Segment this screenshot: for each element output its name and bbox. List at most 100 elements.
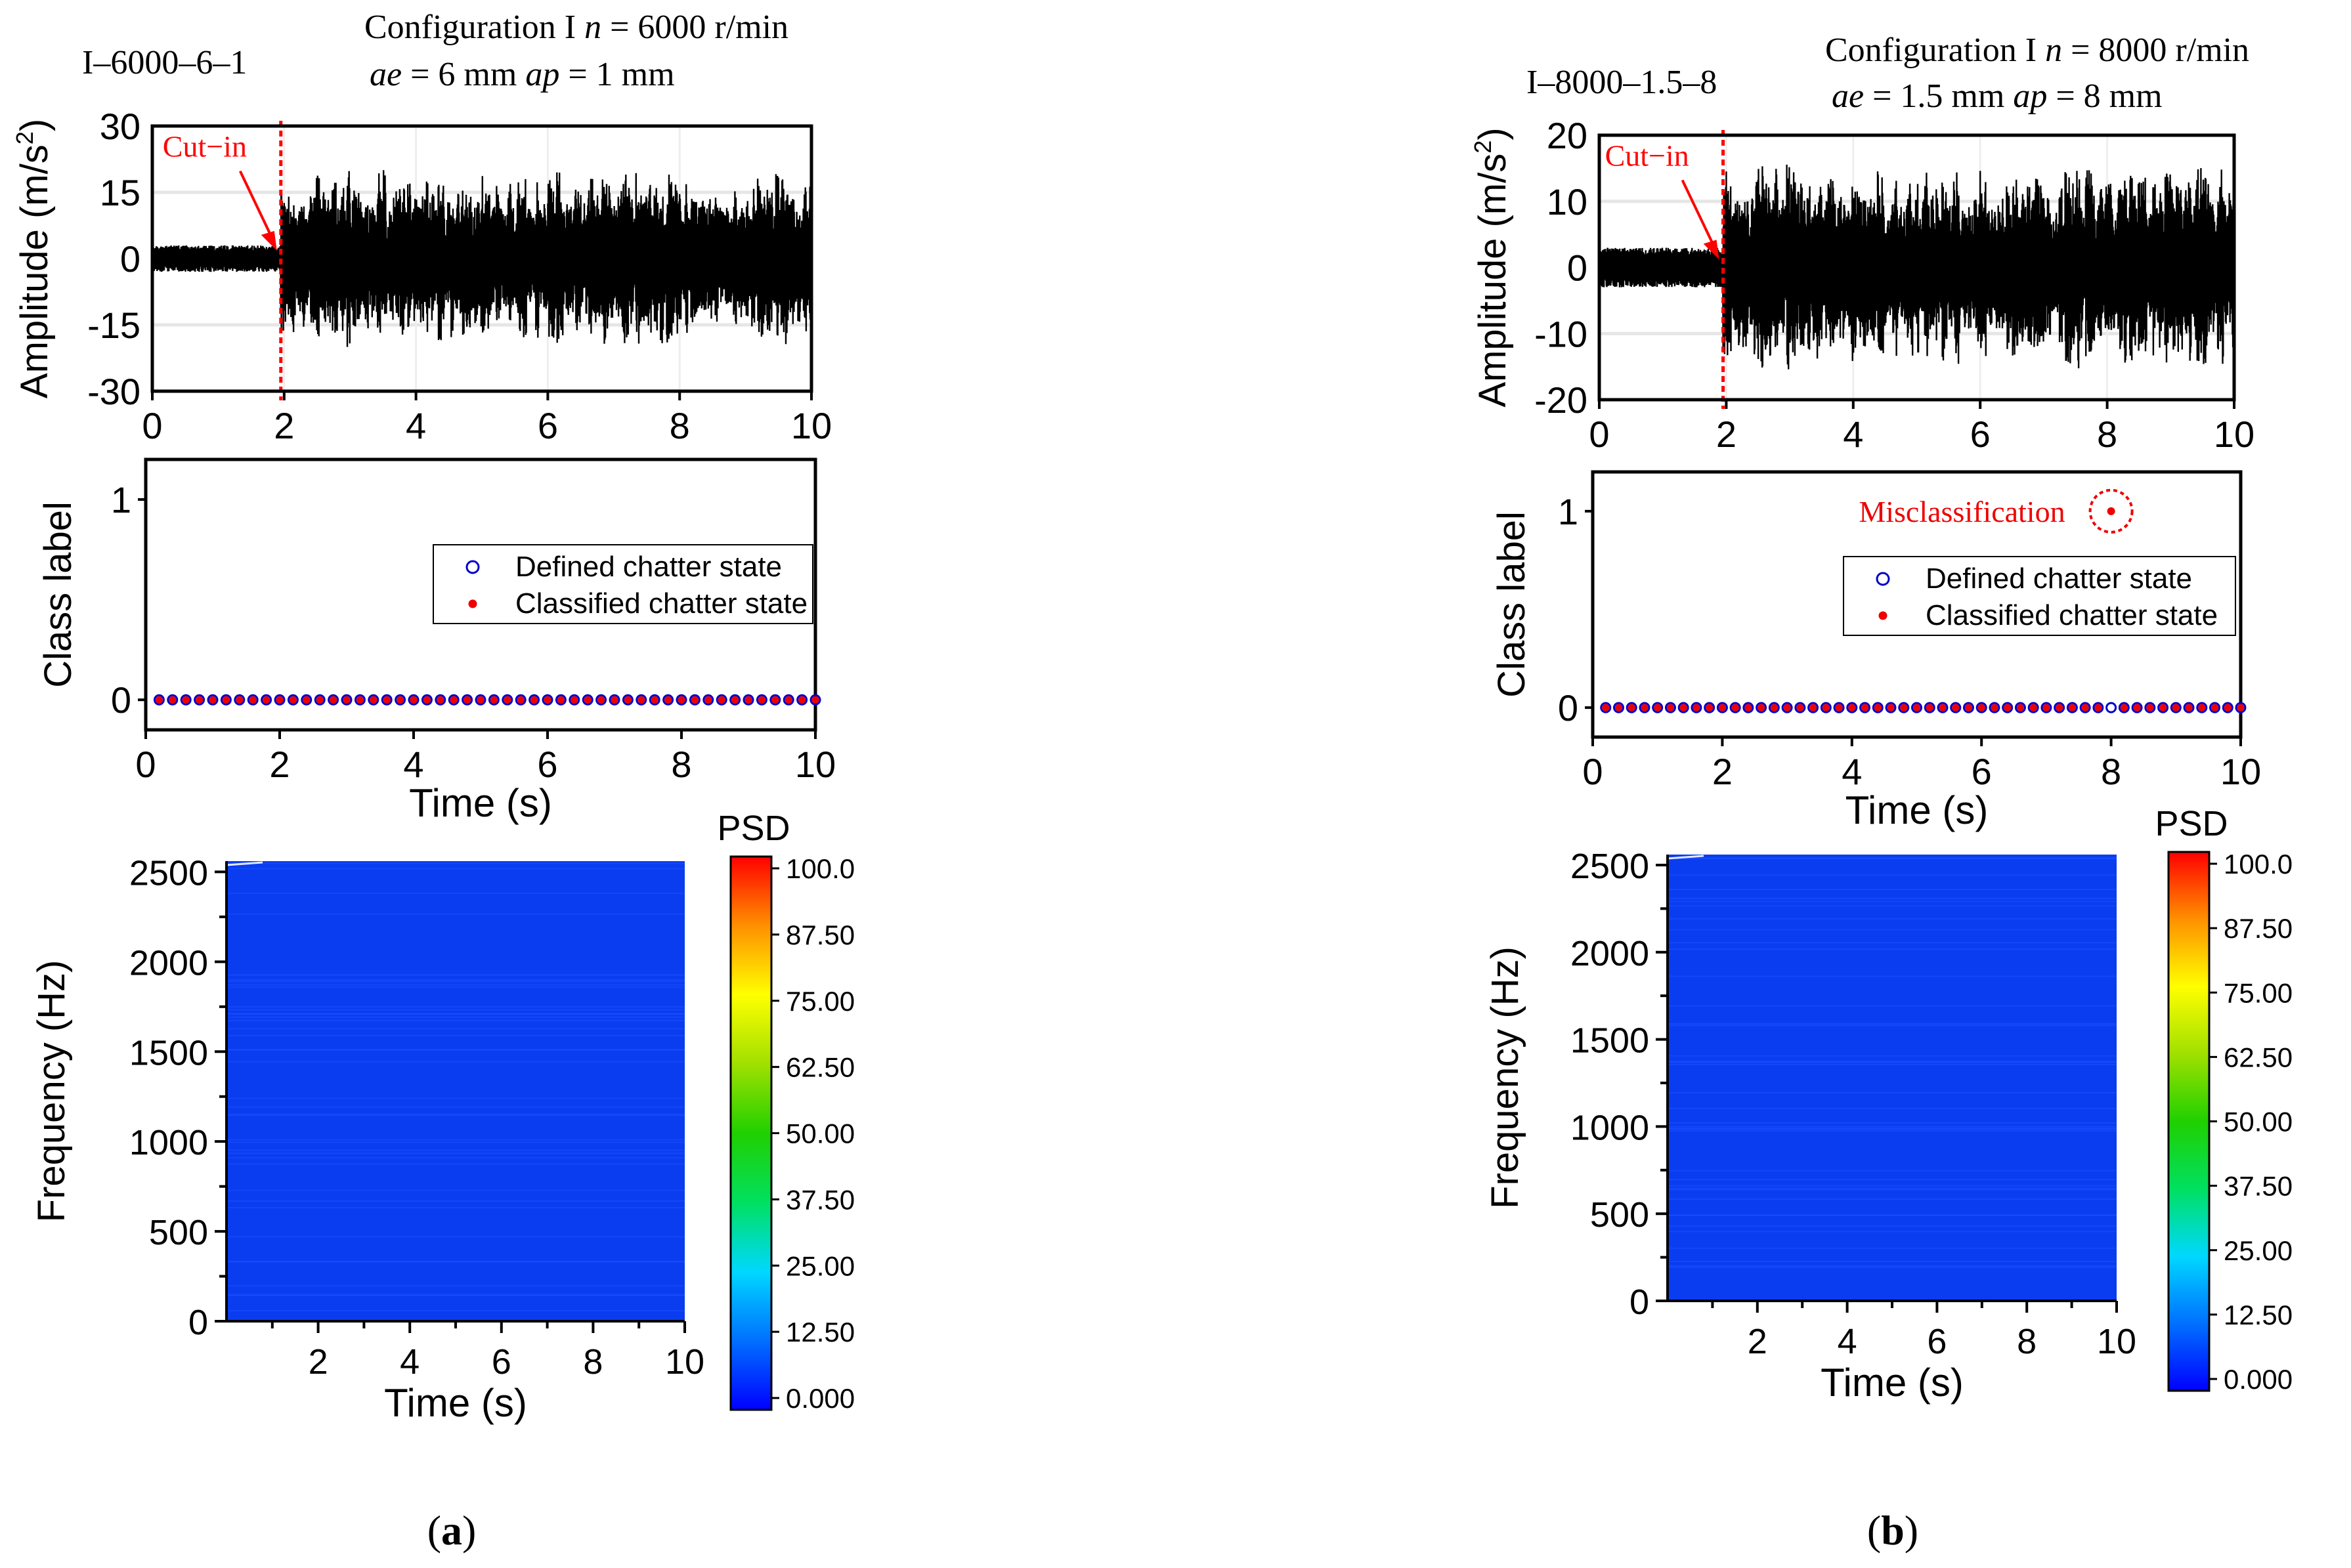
defined-point: [421, 694, 433, 706]
classified-point: [209, 696, 217, 704]
classified-point: [1926, 704, 1933, 711]
classified-point: [1744, 704, 1752, 711]
colorbar-tick-label: 37.50: [2224, 1171, 2293, 1202]
defined-point: [194, 694, 205, 706]
x-axis-label: Time (s): [1845, 788, 1989, 832]
classified-point: [155, 696, 163, 704]
space: [2037, 32, 2045, 69]
classified-point: [370, 696, 377, 704]
classified-point: [2094, 704, 2102, 711]
legend-box: [433, 544, 813, 624]
x-tick-label: 0: [142, 405, 162, 446]
x-tick-label: 4: [406, 405, 426, 446]
classified-point: [798, 696, 806, 704]
config-line-2: ae = 1.5 mm ap = 8 mm: [1832, 77, 2163, 115]
classified-point: [2081, 704, 2089, 711]
defined-point: [475, 694, 486, 706]
classified-point: [2146, 704, 2154, 711]
y-tick-label: 0: [1558, 687, 1578, 729]
colorbar-tick-label: 100.0: [786, 853, 855, 884]
defined-point: [2183, 702, 2195, 713]
colorbar-tick-label: 37.50: [786, 1184, 855, 1215]
classified-point: [1679, 704, 1687, 711]
defined-point: [676, 694, 687, 706]
classified-point: [410, 696, 418, 704]
classified-point: [330, 696, 337, 704]
colorbar-tick-label: 100.0: [2224, 849, 2293, 879]
caption-close: ): [462, 1507, 476, 1554]
defined-point: [395, 694, 406, 706]
classified-point: [1628, 704, 1635, 711]
defined-point: [341, 694, 353, 706]
y-tick-label: 0: [111, 679, 131, 721]
classified-point: [811, 696, 819, 704]
defined-point: [2144, 702, 2156, 713]
defined-point: [2066, 702, 2078, 713]
classified-point: [1666, 704, 1674, 711]
defined-point: [1612, 702, 1624, 713]
colorbar: PSD 100.0 87.50 75.00 62.50 50.00 37.50 25.00 12…: [717, 809, 855, 1414]
x-axis-label: Time (s): [384, 1381, 527, 1425]
defined-point: [328, 694, 339, 706]
x-tick-label: 4: [403, 744, 423, 785]
legend-defined-marker: [1876, 572, 1890, 586]
legend-defined-label: Defined chatter state: [1926, 562, 2192, 595]
config-ap-value: = 1 mm: [568, 56, 674, 93]
classified-point: [356, 696, 364, 704]
classified-point: [1783, 704, 1791, 711]
defined-point: [261, 694, 272, 706]
space: [1864, 77, 1872, 115]
defined-point: [2105, 702, 2117, 713]
classified-point: [236, 696, 244, 704]
defined-point: [1924, 702, 1935, 713]
config-line-1: Configuration I n = 6000 r/min: [364, 9, 788, 46]
caption-close: ): [1905, 1507, 1918, 1554]
colorbar-tick-label: 62.50: [2224, 1042, 2293, 1072]
x-tick-label: 8: [671, 744, 691, 785]
colorbar-tick-label: 87.50: [786, 920, 855, 950]
y-tick-label: 2000: [1570, 934, 1649, 973]
defined-point: [756, 694, 767, 706]
classified-point: [2159, 704, 2167, 711]
classified-point: [1731, 704, 1739, 711]
x-tick-label: 0: [1589, 413, 1609, 455]
space: [601, 9, 610, 46]
config-name: Configuration I: [364, 9, 576, 46]
defined-point: [1768, 702, 1780, 713]
defined-point: [502, 694, 513, 706]
defined-point: [1794, 702, 1806, 713]
defined-point: [2209, 702, 2221, 713]
defined-point: [2170, 702, 2182, 713]
defined-point: [649, 694, 660, 706]
classified-point: [1887, 704, 1895, 711]
y-label-main: Amplitude (m/s: [13, 144, 56, 398]
y-label-superscript: 2: [11, 131, 38, 144]
defined-point: [528, 694, 540, 706]
colorbar-tick-label: 0.000: [786, 1383, 855, 1414]
classified-point: [2016, 704, 2024, 711]
colorbar-tick-label: 0.000: [2224, 1364, 2293, 1395]
defined-point: [1833, 702, 1845, 713]
colorbar-tick-label: 87.50: [2224, 913, 2293, 944]
space: [2047, 77, 2056, 115]
classified-point: [1706, 704, 1714, 711]
x-tick-label: 8: [2017, 1322, 2037, 1361]
config-n-symbol: n: [2045, 32, 2062, 69]
misclassification-ring: [2088, 488, 2134, 534]
y-label-close: ): [13, 119, 56, 131]
y-tick-label: 1: [111, 479, 131, 520]
x-axis-label: Time (s): [1821, 1361, 1964, 1405]
psd-edge-highlight: [1667, 855, 1704, 860]
caption-open: (: [1867, 1507, 1881, 1554]
defined-point: [2157, 702, 2169, 713]
defined-point: [368, 694, 379, 706]
defined-point: [2054, 702, 2065, 713]
y-tick-label: 0: [188, 1303, 208, 1342]
case-label: I–8000–1.5–8: [1526, 64, 1717, 101]
defined-point: [2131, 702, 2143, 713]
x-tick-label: 2: [1716, 413, 1736, 455]
x-tick-label: 10: [2097, 1322, 2136, 1361]
classified-point: [691, 696, 699, 704]
x-tick-label: 4: [1843, 413, 1863, 455]
